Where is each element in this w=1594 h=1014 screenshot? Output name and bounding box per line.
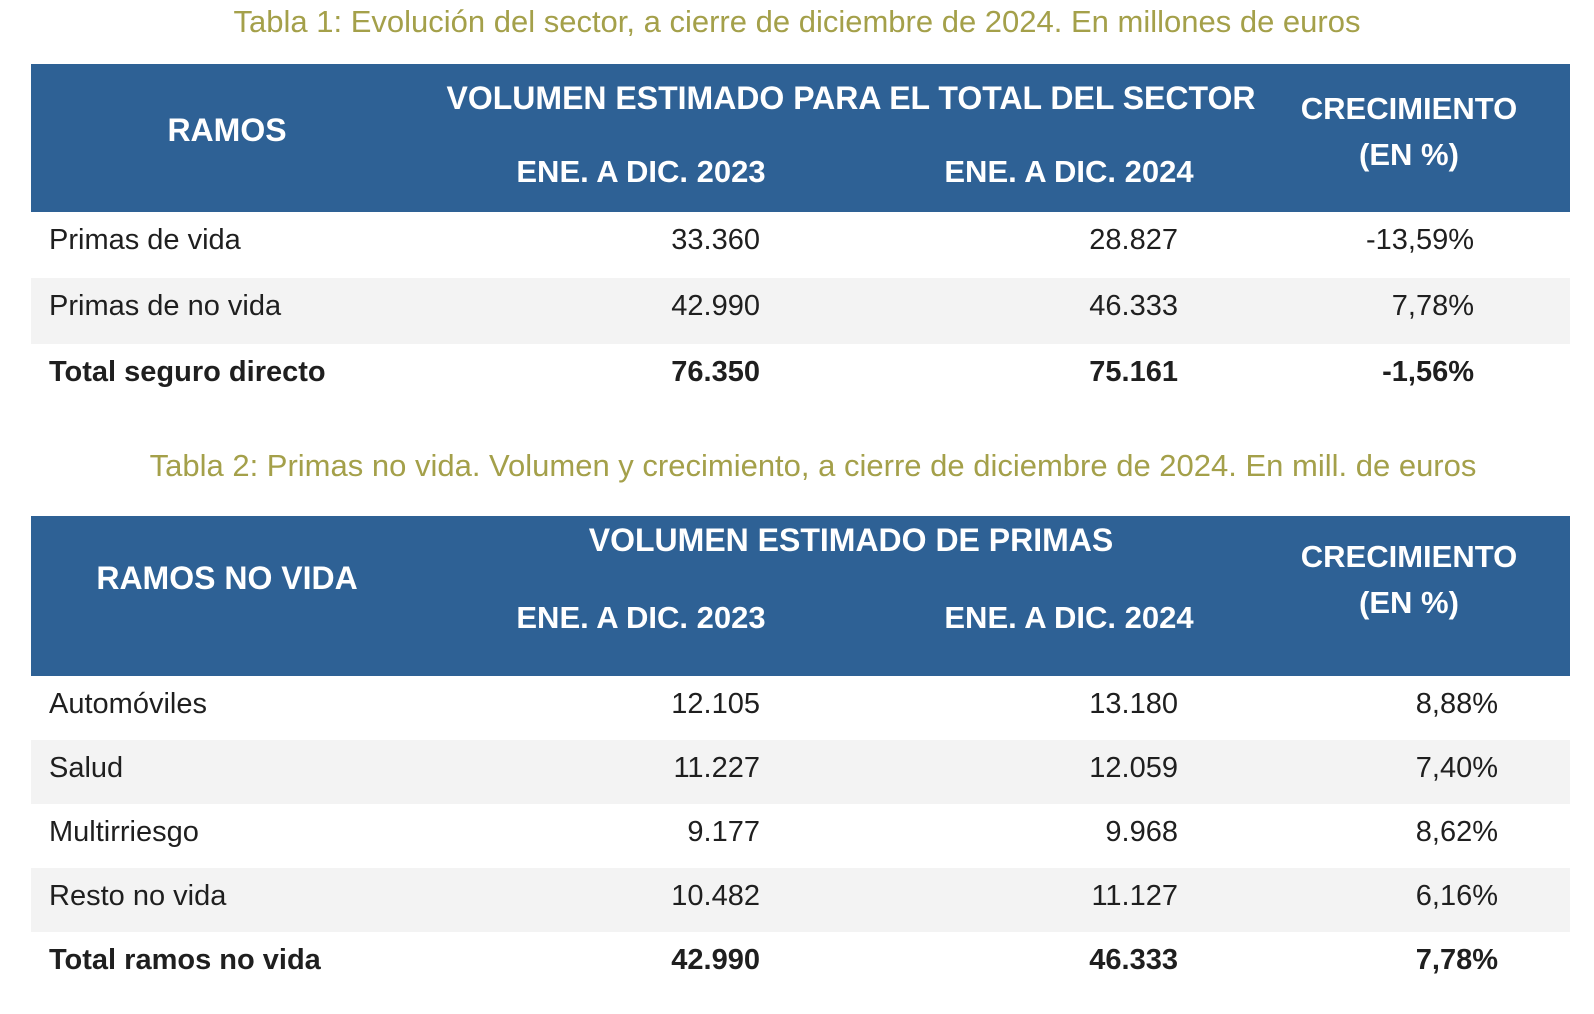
table1-header-year-2023: ENE. A DIC. 2023: [516, 154, 766, 189]
row-value-2024: 75.161: [1089, 356, 1178, 388]
row-name: Total ramos no vida: [49, 944, 321, 976]
table2-header: RAMOS NO VIDA VOLUMEN ESTIMADO DE PRIMAS…: [31, 516, 1570, 676]
row-value-2024: 28.827: [1089, 224, 1178, 256]
table2-header-volumen: VOLUMEN ESTIMADO DE PRIMAS: [588, 522, 1114, 558]
row-name: Primas de no vida: [49, 290, 282, 322]
row-value-2023: 10.482: [671, 880, 760, 912]
row-value-2024: 9.968: [1105, 816, 1178, 848]
table2: RAMOS NO VIDA VOLUMEN ESTIMADO DE PRIMAS…: [31, 516, 1570, 996]
row-growth: 8,62%: [1415, 816, 1498, 848]
table1-header-crecimiento: CRECIMIENTO (EN %): [1269, 86, 1549, 178]
table2-header-crecimiento-line2: (EN %): [1359, 585, 1459, 620]
row-value-2024: 13.180: [1089, 688, 1178, 720]
table2-caption: Tabla 2: Primas no vida. Volumen y creci…: [149, 448, 1477, 483]
table-row: Primas de no vida 42.990 46.333 7,78%: [31, 278, 1570, 344]
table1-header-year-2024: ENE. A DIC. 2024: [944, 154, 1194, 189]
table1-header-crecimiento-line1: CRECIMIENTO: [1300, 91, 1518, 126]
row-value-2024: 46.333: [1089, 944, 1178, 976]
row-name: Salud: [49, 752, 124, 784]
table2-header-ramos: RAMOS NO VIDA: [96, 560, 358, 596]
row-value-2023: 12.105: [671, 688, 760, 720]
row-growth: 7,78%: [1391, 290, 1474, 322]
table2-header-crecimiento-line1: CRECIMIENTO: [1300, 539, 1518, 574]
table2-header-year-2023: ENE. A DIC. 2023: [516, 600, 766, 635]
row-growth: 6,16%: [1415, 880, 1498, 912]
row-growth: -1,56%: [1382, 356, 1474, 388]
table1: RAMOS VOLUMEN ESTIMADO PARA EL TOTAL DEL…: [31, 64, 1570, 410]
row-value-2024: 46.333: [1089, 290, 1178, 322]
row-value-2023: 42.990: [671, 944, 760, 976]
row-name: Total seguro directo: [49, 356, 326, 388]
row-growth: 8,88%: [1415, 688, 1498, 720]
table1-caption: Tabla 1: Evolución del sector, a cierre …: [233, 4, 1361, 39]
table-row: Multirriesgo 9.177 9.968 8,62%: [31, 804, 1570, 868]
table2-header-year-2024: ENE. A DIC. 2024: [944, 600, 1194, 635]
row-value-2023: 76.350: [671, 356, 760, 388]
row-value-2023: 11.227: [673, 752, 760, 784]
row-value-2023: 42.990: [671, 290, 760, 322]
table-row-total: Total ramos no vida 42.990 46.333 7,78%: [31, 932, 1570, 996]
row-value-2023: 9.177: [687, 816, 760, 848]
table-row: Primas de vida 33.360 28.827 -13,59%: [31, 212, 1570, 278]
row-name: Multirriesgo: [49, 816, 199, 848]
table1-header: RAMOS VOLUMEN ESTIMADO PARA EL TOTAL DEL…: [31, 64, 1570, 212]
row-name: Primas de vida: [49, 224, 241, 256]
row-value-2023: 33.360: [671, 224, 760, 256]
row-value-2024: 12.059: [1089, 752, 1178, 784]
row-name: Resto no vida: [49, 880, 227, 912]
row-value-2024: 11.127: [1091, 880, 1178, 912]
row-growth: 7,78%: [1415, 944, 1498, 976]
table2-header-crecimiento: CRECIMIENTO (EN %): [1269, 534, 1549, 626]
row-growth: -13,59%: [1365, 224, 1474, 256]
table-row: Automóviles 12.105 13.180 8,88%: [31, 676, 1570, 740]
table1-header-volumen: VOLUMEN ESTIMADO PARA EL TOTAL DEL SECTO…: [446, 80, 1256, 116]
row-growth: 7,40%: [1415, 752, 1498, 784]
table1-header-ramos: RAMOS: [167, 112, 287, 148]
table-row: Salud 11.227 12.059 7,40%: [31, 740, 1570, 804]
table-row: Resto no vida 10.482 11.127 6,16%: [31, 868, 1570, 932]
table1-header-crecimiento-line2: (EN %): [1359, 137, 1459, 172]
table-row-total: Total seguro directo 76.350 75.161 -1,56…: [31, 344, 1570, 410]
row-name: Automóviles: [49, 688, 207, 720]
